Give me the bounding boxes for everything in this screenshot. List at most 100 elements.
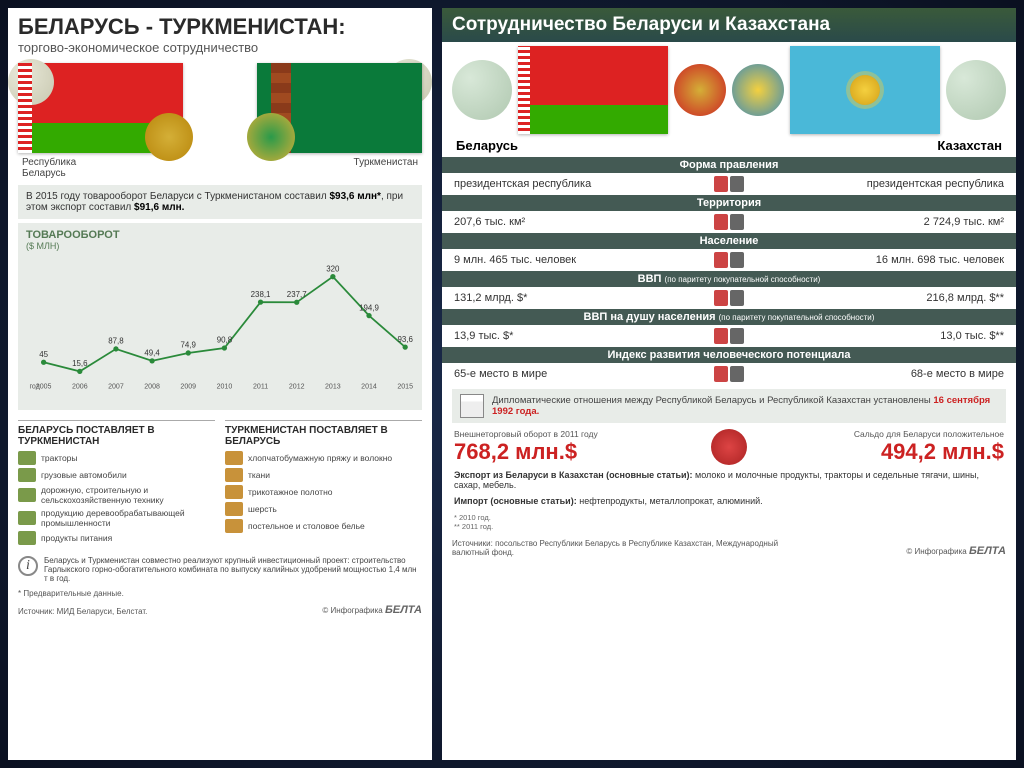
supply-item: дорожную, строительную и сельскохозяйств… <box>18 485 215 505</box>
svg-text:93,6: 93,6 <box>397 335 413 344</box>
right-flags <box>442 42 1016 136</box>
country-label: Казахстан <box>937 138 1002 153</box>
stat-icon <box>730 366 744 382</box>
section-row: 207,6 тыс. км² 2 724,9 тыс. км² <box>442 211 1016 233</box>
left-flags <box>8 59 432 155</box>
svg-text:194,9: 194,9 <box>359 303 379 312</box>
svg-text:2007: 2007 <box>108 384 124 391</box>
emblem-turkmenistan <box>247 113 295 161</box>
svg-text:2009: 2009 <box>180 384 196 391</box>
section-header: Форма правления <box>442 157 1016 173</box>
balance-value: 494,2 млн.$ <box>747 439 1004 465</box>
supplies-block: БЕЛАРУСЬ ПОСТАВЛЯЕТ В ТУРКМЕНИСТАН тракт… <box>8 416 432 552</box>
section-row: 131,2 млрд. $* 216,8 млрд. $** <box>442 287 1016 309</box>
section-row: президентская республика президентская р… <box>442 173 1016 195</box>
svg-text:2014: 2014 <box>361 384 377 391</box>
section-row: 65-е место в мире 68-е место в мире <box>442 363 1016 385</box>
section-header: Население <box>442 233 1016 249</box>
section-header: ВВП на душу населения (по паритету покуп… <box>442 309 1016 325</box>
svg-text:2011: 2011 <box>253 384 268 391</box>
stat-icon <box>714 290 728 306</box>
stat-icon <box>730 328 744 344</box>
supply-item: трикотажное полотно <box>225 485 422 499</box>
section-row: 9 млн. 465 тыс. человек 16 млн. 698 тыс.… <box>442 249 1016 271</box>
belta-logo: БЕЛТА <box>385 604 422 616</box>
svg-text:320: 320 <box>326 264 340 273</box>
left-title: БЕЛАРУСЬ - ТУРКМЕНИСТАН: <box>18 14 422 40</box>
supply-item: ткани <box>225 468 422 482</box>
country-label: Беларусь <box>456 138 518 153</box>
svg-text:87,8: 87,8 <box>108 337 124 346</box>
emblem-belarus <box>145 113 193 161</box>
stat-icon <box>730 290 744 306</box>
flag-belarus <box>18 63 183 153</box>
svg-text:90,8: 90,8 <box>217 336 233 345</box>
section-row: 13,9 тыс. $* 13,0 тыс. $** <box>442 325 1016 347</box>
svg-text:2006: 2006 <box>72 384 88 391</box>
emblem-belarus <box>674 64 726 116</box>
stat-icon <box>730 252 744 268</box>
supply-item: грузовые автомобили <box>18 468 215 482</box>
product-icon <box>18 468 36 482</box>
product-icon <box>18 451 36 465</box>
svg-text:2010: 2010 <box>217 384 233 391</box>
source: Источник: МИД Беларуси, Белстат. <box>18 607 147 616</box>
emblem-kazakhstan <box>732 64 784 116</box>
section-header: Территория <box>442 195 1016 211</box>
stat-icon <box>714 328 728 344</box>
stat-icon <box>730 214 744 230</box>
trade-value: 768,2 млн.$ <box>454 439 711 465</box>
product-icon <box>18 511 36 525</box>
flag-belarus <box>518 46 668 134</box>
product-icon <box>225 468 243 482</box>
svg-text:15,6: 15,6 <box>72 359 88 368</box>
product-icon <box>225 485 243 499</box>
stat-icon <box>714 176 728 192</box>
panel-belarus-turkmenistan: БЕЛАРУСЬ - ТУРКМЕНИСТАН: торгово-экономи… <box>8 8 432 760</box>
svg-text:237,7: 237,7 <box>287 290 307 299</box>
svg-text:49,4: 49,4 <box>144 349 160 358</box>
svg-text:2012: 2012 <box>289 384 305 391</box>
prelim-note: * Предварительные данные. <box>8 587 432 600</box>
svg-text:2013: 2013 <box>325 384 341 391</box>
flag-kazakhstan <box>790 46 940 134</box>
svg-text:2015: 2015 <box>397 384 413 391</box>
svg-text:238,1: 238,1 <box>251 290 271 299</box>
diplomatic-note: Дипломатические отношения между Республи… <box>452 389 1006 423</box>
svg-text:2008: 2008 <box>144 384 160 391</box>
belta-logo: БЕЛТА <box>969 545 1006 557</box>
product-icon <box>225 502 243 516</box>
trade-summary: В 2015 году товарооборот Беларуси с Турк… <box>18 185 422 219</box>
section-header: ВВП (по паритету покупательной способнос… <box>442 271 1016 287</box>
svg-text:74,9: 74,9 <box>181 341 197 350</box>
line-chart-svg: 45 15,6 87,8 49,4 74,9 90,8 238,1 237,7 320 194,9… <box>26 251 414 401</box>
stat-icon <box>714 214 728 230</box>
import-block: Импорт (основные статьи): нефтепродукты,… <box>442 493 1016 509</box>
svg-text:год: год <box>30 384 40 391</box>
stat-icon <box>714 252 728 268</box>
export-block: Экспорт из Беларуси в Казахстан (основны… <box>442 467 1016 493</box>
product-icon <box>225 451 243 465</box>
source: Источники: посольство Республики Беларус… <box>452 539 784 557</box>
panel-belarus-kazakhstan: Сотрудничество Беларуси и Казахстана Бел… <box>442 8 1016 760</box>
globe-icon <box>452 60 512 120</box>
info-icon: i <box>18 556 38 576</box>
product-icon <box>225 519 243 533</box>
flag-turkmenistan <box>257 63 422 153</box>
left-header: БЕЛАРУСЬ - ТУРКМЕНИСТАН: торгово-экономи… <box>8 8 432 59</box>
supply-item: шерсть <box>225 502 422 516</box>
years-note: * 2010 год. ** 2011 год. <box>442 509 1016 535</box>
svg-text:45: 45 <box>39 350 48 359</box>
supply-item: продукты питания <box>18 531 215 545</box>
investment-note: i Беларусь и Туркменистан совместно реал… <box>8 552 432 587</box>
stat-icon <box>730 176 744 192</box>
calendar-icon <box>460 394 484 418</box>
supply-item: постельное и столовое белье <box>225 519 422 533</box>
globe-icon <box>946 60 1006 120</box>
supply-item: хлопчатобумажную пряжу и волокно <box>225 451 422 465</box>
supply-item: тракторы <box>18 451 215 465</box>
left-subtitle: торгово-экономическое сотрудничество <box>18 40 422 55</box>
country-label: Республика Беларусь <box>22 157 76 179</box>
country-label: Туркменистан <box>354 157 418 179</box>
supply-title: ТУРКМЕНИСТАН ПОСТАВЛЯЕТ В БЕЛАРУСЬ <box>225 420 422 447</box>
